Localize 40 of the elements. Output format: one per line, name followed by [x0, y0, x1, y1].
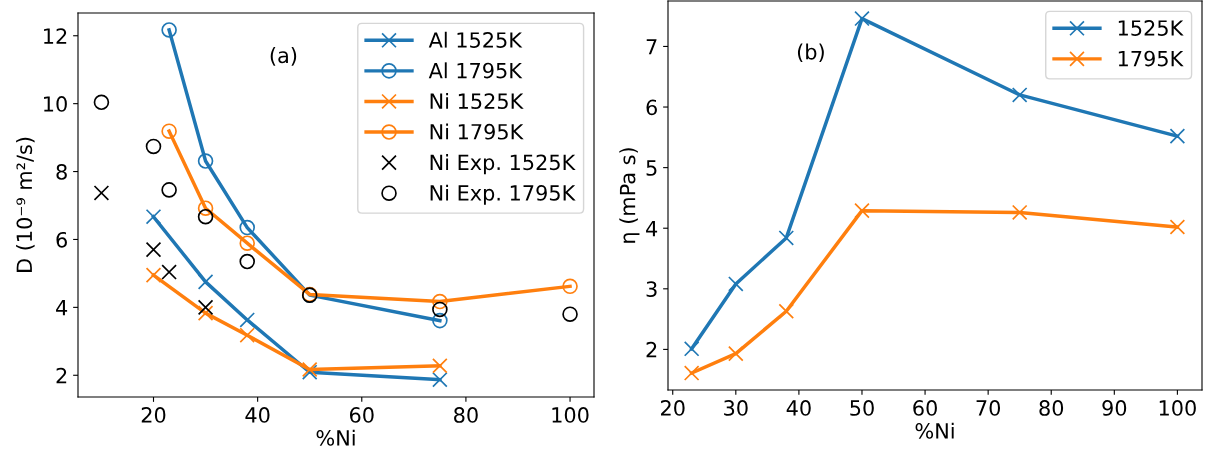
- x-tick-label: 90: [1102, 400, 1127, 416]
- x-tick-label: 40: [245, 407, 270, 423]
- x-tick-label: 80: [1039, 400, 1064, 416]
- x-tick-label: 100: [1159, 400, 1196, 416]
- x-tick-label: 30: [724, 400, 748, 416]
- legend-label: Ni Exp. 1525K: [430, 154, 576, 175]
- y-axis-title: D (10⁻⁹ m²/s): [16, 137, 35, 272]
- x-tick-label: 40: [786, 400, 811, 416]
- legend-label: 1795K: [1118, 50, 1184, 67]
- legend-label: 1525K: [1118, 20, 1184, 36]
- legend-label: Ni 1525K: [430, 92, 524, 110]
- x-tick-label: 20: [661, 400, 685, 416]
- x-tick-label: 50: [850, 400, 874, 416]
- x-tick-label: 60: [349, 407, 374, 423]
- x-axis-title: %Ni: [915, 422, 954, 439]
- y-tick-label: 10: [44, 96, 67, 112]
- x-tick-label: 60: [913, 400, 937, 416]
- x-tick-label: 20: [141, 407, 166, 423]
- annotation: (a): [270, 47, 297, 66]
- y-tick-label: 5: [646, 160, 657, 176]
- y-tick-label: 6: [646, 99, 657, 116]
- legend-label: Al 1795K: [428, 62, 523, 79]
- y-tick-label: 3: [646, 281, 657, 298]
- legend-label: Al 1525K: [428, 31, 523, 48]
- y-tick-label: 8: [56, 164, 67, 180]
- x-tick-label: 80: [454, 407, 478, 423]
- legend-label: Ni Exp. 1795K: [430, 184, 576, 205]
- y-tick-label: 12: [44, 28, 67, 44]
- y-tick-label: 2: [646, 341, 657, 358]
- y-tick-label: 4: [646, 220, 658, 237]
- y-axis-title: η (mPa s): [619, 148, 640, 243]
- y-tick-label: 7: [646, 39, 657, 55]
- legend-label: Ni 1795K: [430, 123, 524, 140]
- x-tick-label: 100: [552, 407, 589, 423]
- y-tick-label: 4: [56, 300, 68, 316]
- annotation: (b): [797, 43, 824, 63]
- y-tick-label: 6: [56, 231, 67, 248]
- y-tick-label: 2: [56, 367, 67, 384]
- x-axis-title: %Ni: [316, 429, 355, 446]
- x-tick-label: 70: [976, 400, 1001, 416]
